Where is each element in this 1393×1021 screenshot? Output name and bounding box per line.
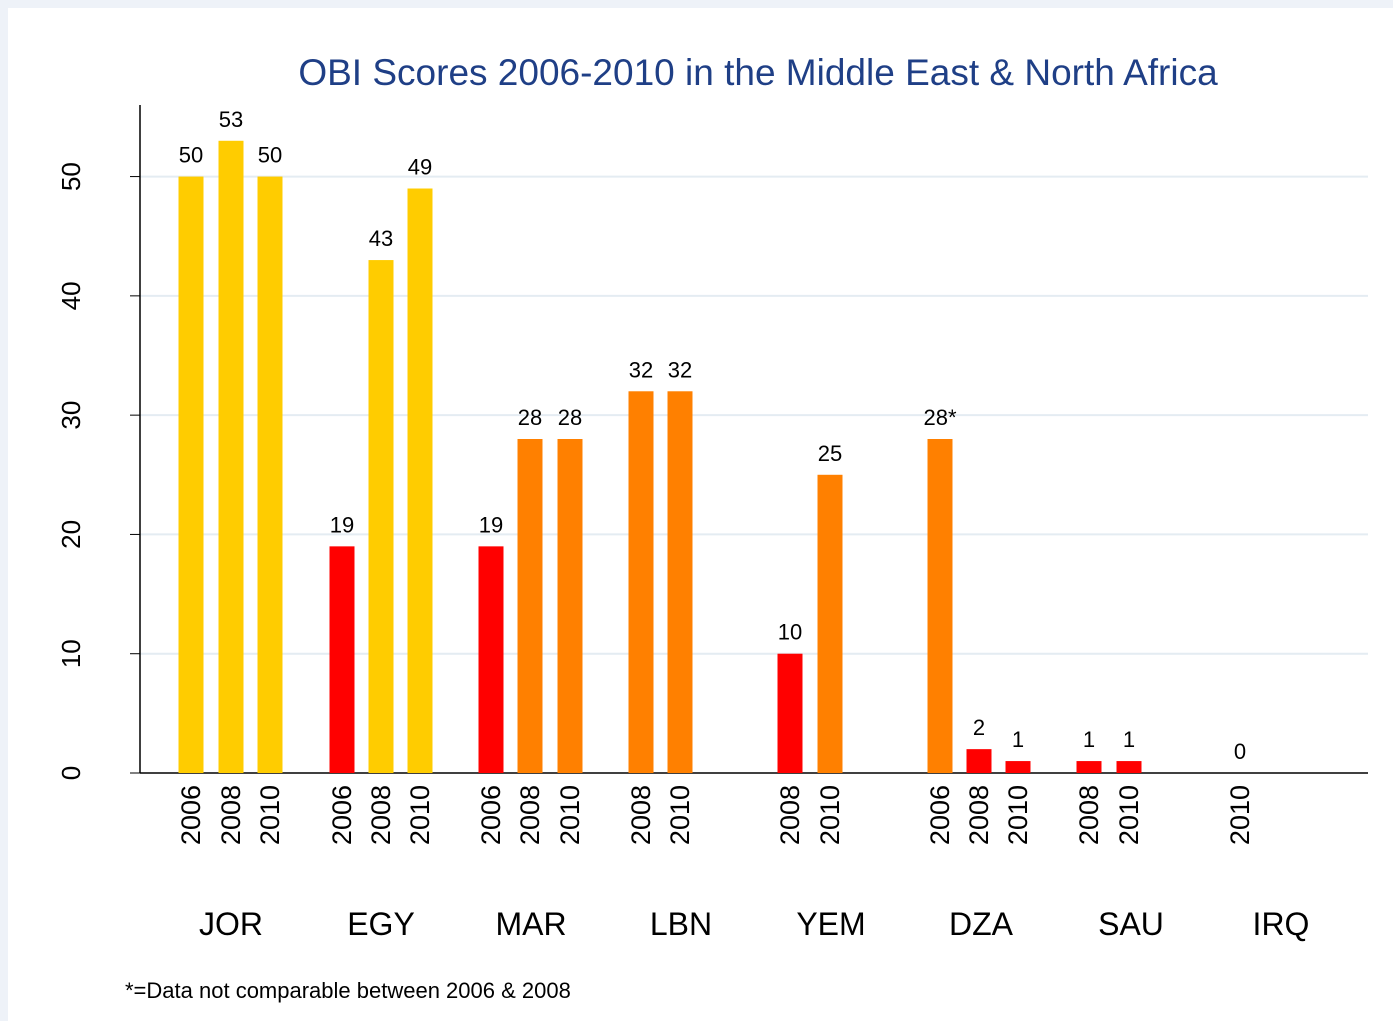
x-tick-label: 2010 xyxy=(1003,785,1033,845)
x-tick-label: 2010 xyxy=(405,785,435,845)
x-tick-label: 2006 xyxy=(476,785,506,845)
value-label: 53 xyxy=(219,107,243,132)
value-label: 50 xyxy=(179,143,203,168)
bar xyxy=(817,474,843,773)
value-label: 1 xyxy=(1123,727,1135,752)
value-label: 25 xyxy=(818,441,842,466)
group-label: LBN xyxy=(650,906,712,942)
x-tick-label: 2008 xyxy=(626,785,656,845)
y-tick-label: 20 xyxy=(56,520,86,549)
bar xyxy=(329,546,355,773)
value-label: 1 xyxy=(1083,727,1095,752)
x-tick-label: 2010 xyxy=(555,785,585,845)
value-label: 50 xyxy=(258,143,282,168)
group-label: DZA xyxy=(949,906,1014,942)
bar xyxy=(1076,761,1102,773)
bar xyxy=(257,176,283,774)
x-tick-label: 2010 xyxy=(815,785,845,845)
group-label: EGY xyxy=(347,906,415,942)
bar xyxy=(517,439,543,773)
y-tick-label: 50 xyxy=(56,162,86,191)
x-tick-label: 2008 xyxy=(1074,785,1104,845)
group-label: IRQ xyxy=(1253,906,1310,942)
y-tick-label: 0 xyxy=(56,766,86,780)
panel xyxy=(8,8,1393,1021)
bar xyxy=(557,439,583,773)
value-label: 32 xyxy=(629,357,653,382)
x-tick-label: 2006 xyxy=(176,785,206,845)
x-tick-label: 2008 xyxy=(515,785,545,845)
x-tick-label: 2010 xyxy=(1114,785,1144,845)
value-label: 28* xyxy=(923,405,956,430)
x-tick-label: 2008 xyxy=(775,785,805,845)
bar xyxy=(478,546,504,773)
x-tick-label: 2008 xyxy=(216,785,246,845)
bar xyxy=(178,176,204,774)
value-label: 19 xyxy=(479,512,503,537)
group-label: JOR xyxy=(199,906,263,942)
bar xyxy=(218,140,244,774)
y-tick-label: 10 xyxy=(56,639,86,668)
bar xyxy=(1005,761,1031,773)
bar xyxy=(368,260,394,774)
group-label: SAU xyxy=(1098,906,1164,942)
bar xyxy=(628,391,654,773)
x-tick-label: 2006 xyxy=(327,785,357,845)
bar xyxy=(777,653,803,773)
value-label: 10 xyxy=(778,620,802,645)
y-tick-label: 40 xyxy=(56,281,86,310)
bar xyxy=(667,391,693,773)
value-label: 49 xyxy=(408,155,432,180)
value-label: 2 xyxy=(973,715,985,740)
group-label: MAR xyxy=(495,906,566,942)
x-tick-label: 2010 xyxy=(665,785,695,845)
x-tick-label: 2010 xyxy=(255,785,285,845)
bar xyxy=(927,439,953,773)
bar xyxy=(407,188,433,773)
value-label: 1 xyxy=(1012,727,1024,752)
bar xyxy=(1116,761,1142,773)
value-label: 0 xyxy=(1234,739,1246,764)
x-tick-label: 2010 xyxy=(1225,785,1255,845)
footnote: *=Data not comparable between 2006 & 200… xyxy=(125,978,571,1003)
value-label: 43 xyxy=(369,226,393,251)
value-label: 19 xyxy=(330,512,354,537)
value-label: 28 xyxy=(558,405,582,430)
y-tick-label: 30 xyxy=(56,401,86,430)
chart-title: OBI Scores 2006-2010 in the Middle East … xyxy=(298,52,1218,93)
bar xyxy=(966,749,992,773)
x-tick-label: 2006 xyxy=(925,785,955,845)
x-tick-label: 2008 xyxy=(366,785,396,845)
group-label: YEM xyxy=(796,906,865,942)
value-label: 32 xyxy=(668,357,692,382)
x-tick-label: 2008 xyxy=(964,785,994,845)
value-label: 28 xyxy=(518,405,542,430)
